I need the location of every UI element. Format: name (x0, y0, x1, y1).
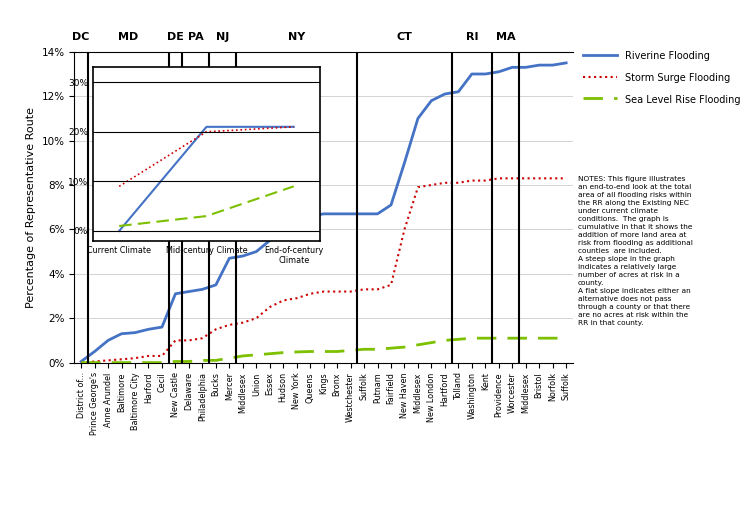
Text: NOTES: This figure illustrates
an end-to-end look at the total
area of all flood: NOTES: This figure illustrates an end-to… (578, 176, 693, 326)
Text: NJ: NJ (216, 32, 229, 42)
Legend: Riverine Flooding, Storm Surge Flooding, Sea Level Rise Flooding: Riverine Flooding, Storm Surge Flooding,… (583, 50, 740, 105)
Text: RI: RI (466, 32, 478, 42)
Text: PA: PA (187, 32, 204, 42)
Text: DE: DE (167, 32, 184, 42)
Text: NY: NY (288, 32, 305, 42)
Text: CT: CT (397, 32, 412, 42)
Text: DC: DC (72, 32, 90, 42)
Text: MD: MD (118, 32, 138, 42)
Y-axis label: Percentage of Representative Route: Percentage of Representative Route (26, 107, 36, 308)
Text: MA: MA (496, 32, 516, 42)
